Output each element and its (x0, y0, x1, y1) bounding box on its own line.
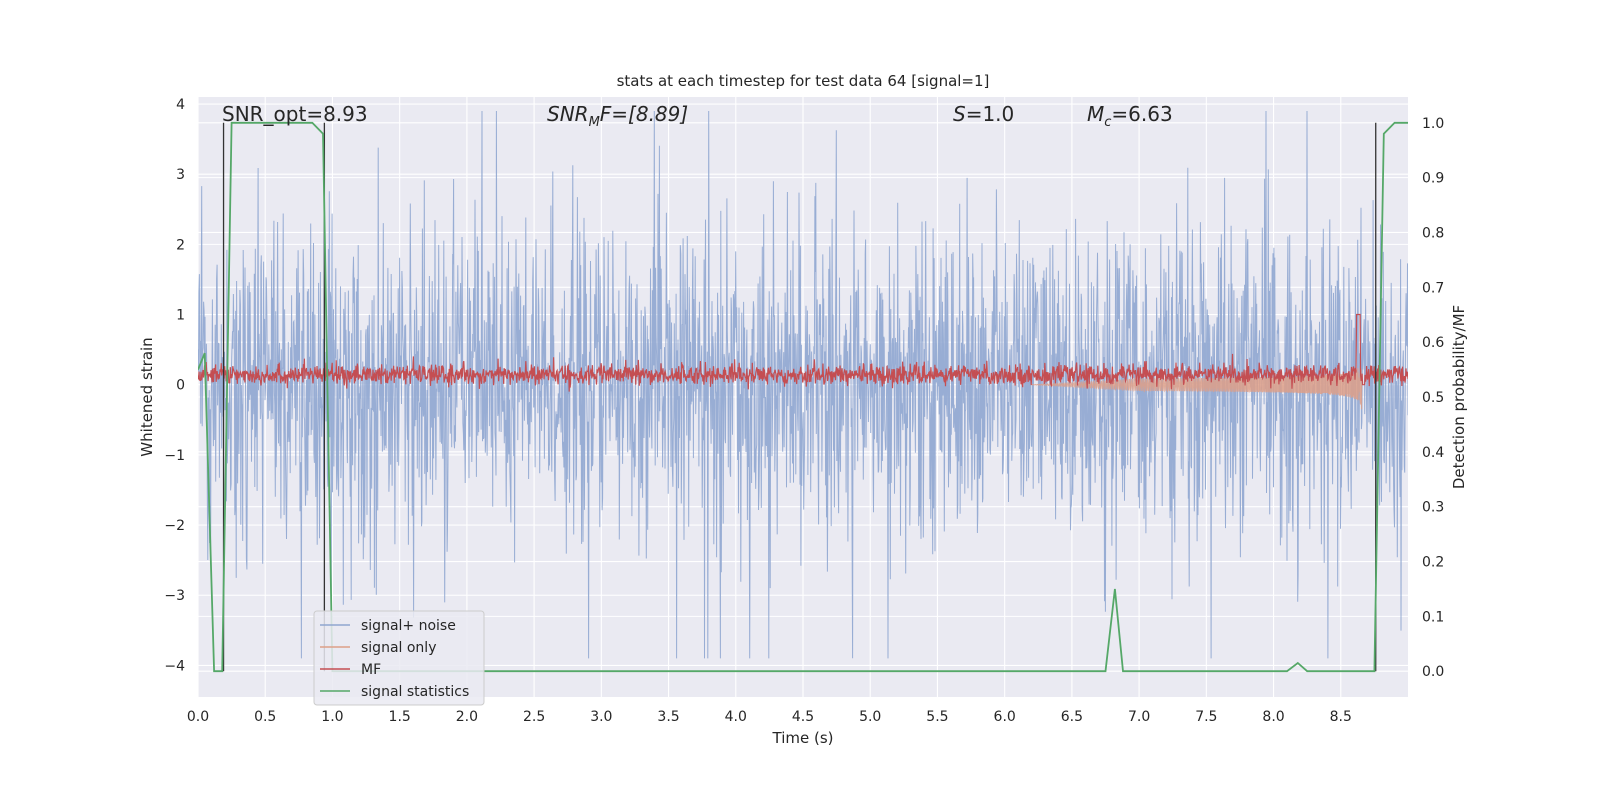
snr-mf-sub: M (589, 115, 600, 130)
x-axis-label: Time (s) (772, 729, 834, 747)
x-tick-label: 3.0 (590, 709, 612, 725)
y2-tick-label: 1.0 (1422, 116, 1444, 132)
y2-tick-label: 0.6 (1422, 335, 1444, 351)
y2-tick-label: 0.3 (1422, 500, 1444, 516)
y2-tick-label: 0.9 (1422, 171, 1444, 187)
mc-sub: c (1104, 115, 1111, 130)
x-tick-label: 1.5 (389, 709, 411, 725)
y-tick-label: 3 (176, 167, 185, 183)
x-tick-label: 8.0 (1262, 709, 1284, 725)
y-tick-label: 0 (176, 378, 185, 394)
y-tick-label: −2 (164, 518, 185, 534)
series-mf-line (198, 313, 1408, 392)
x-tick-label: 6.5 (1061, 709, 1083, 725)
y-tick-label: −3 (164, 588, 185, 604)
y2-tick-label: 0.1 (1422, 609, 1444, 625)
x-tick-label: 1.0 (321, 709, 343, 725)
legend-label-signal-noise: signal+ noise (361, 618, 456, 634)
y-axis-label: Whitened strain (138, 337, 156, 456)
series-signal-noise-line (198, 110, 1408, 659)
chart-title: stats at each timestep for test data 64 … (617, 72, 990, 90)
y2-tick-label: 0.2 (1422, 555, 1444, 571)
x-tick-label: 4.5 (792, 709, 814, 725)
y-tick-label: 1 (176, 308, 185, 324)
y2-tick-label: 0.0 (1422, 664, 1444, 680)
snr-mf-base: SNR (547, 102, 589, 126)
y-tick-label: −1 (164, 448, 185, 464)
mc-annotation: Mc=6.63 (1087, 102, 1173, 130)
x-tick-label: 0.5 (254, 709, 276, 725)
x-tick-label: 2.0 (456, 709, 478, 725)
x-tick-label: 5.0 (859, 709, 881, 725)
x-tick-label: 8.5 (1330, 709, 1352, 725)
y-tick-label: −4 (164, 658, 185, 674)
y2-axis-label: Detection probability/MF (1450, 305, 1468, 489)
legend-label-signal-only: signal only (361, 640, 436, 656)
y2-tick-label: 0.7 (1422, 280, 1444, 296)
x-tick-label: 7.0 (1128, 709, 1150, 725)
legend: signal+ noise signal only MF signal stat… (313, 610, 485, 706)
y2-tick-label: 0.4 (1422, 445, 1444, 461)
legend-label-signal-statistics: signal statistics (361, 684, 469, 700)
x-tick-label: 2.5 (523, 709, 545, 725)
s-value: =1.0 (966, 102, 1015, 126)
plot-area (198, 110, 1408, 673)
x-tick-label: 7.5 (1195, 709, 1217, 725)
snr-mf-tail: F=[8.89] (600, 102, 688, 126)
series-signal-statistics-line (198, 121, 1408, 673)
x-tick-label: 5.5 (926, 709, 948, 725)
mc-value: =6.63 (1111, 102, 1172, 126)
x-tick-label: 6.0 (994, 709, 1016, 725)
y-axis-left: 4 3 2 1 0 −1 −2 −3 −4 (164, 97, 185, 674)
x-tick-label: 3.5 (657, 709, 679, 725)
legend-box (313, 610, 485, 706)
snr-mf-annotation: SNRMF=[8.89] (547, 102, 688, 130)
y2-tick-label: 0.8 (1422, 225, 1444, 241)
x-tick-label: 4.0 (725, 709, 747, 725)
series-layer (198, 110, 1408, 673)
s-label: S (953, 102, 966, 126)
y2-tick-label: 0.5 (1422, 390, 1444, 406)
mc-label: M (1087, 102, 1104, 126)
grid (197, 97, 1408, 697)
legend-label-mf: MF (361, 662, 381, 678)
x-axis: 0.0 0.5 1.0 1.5 2.0 2.5 3.0 3.5 4.0 4.5 5.0 5.5 6.0 6… (187, 709, 1352, 725)
s-annotation: S=1.0 (953, 102, 1014, 126)
y-tick-label: 4 (176, 97, 185, 113)
y-axis-right: 1.0 0.9 0.8 0.7 0.6 0.5 0.4 0.3 0.2 0.1 0.0 (1422, 116, 1444, 680)
x-tick-label: 0.0 (187, 709, 209, 725)
snr-opt-annotation: SNR_opt=8.93 (222, 102, 368, 126)
y-tick-label: 2 (176, 237, 185, 253)
